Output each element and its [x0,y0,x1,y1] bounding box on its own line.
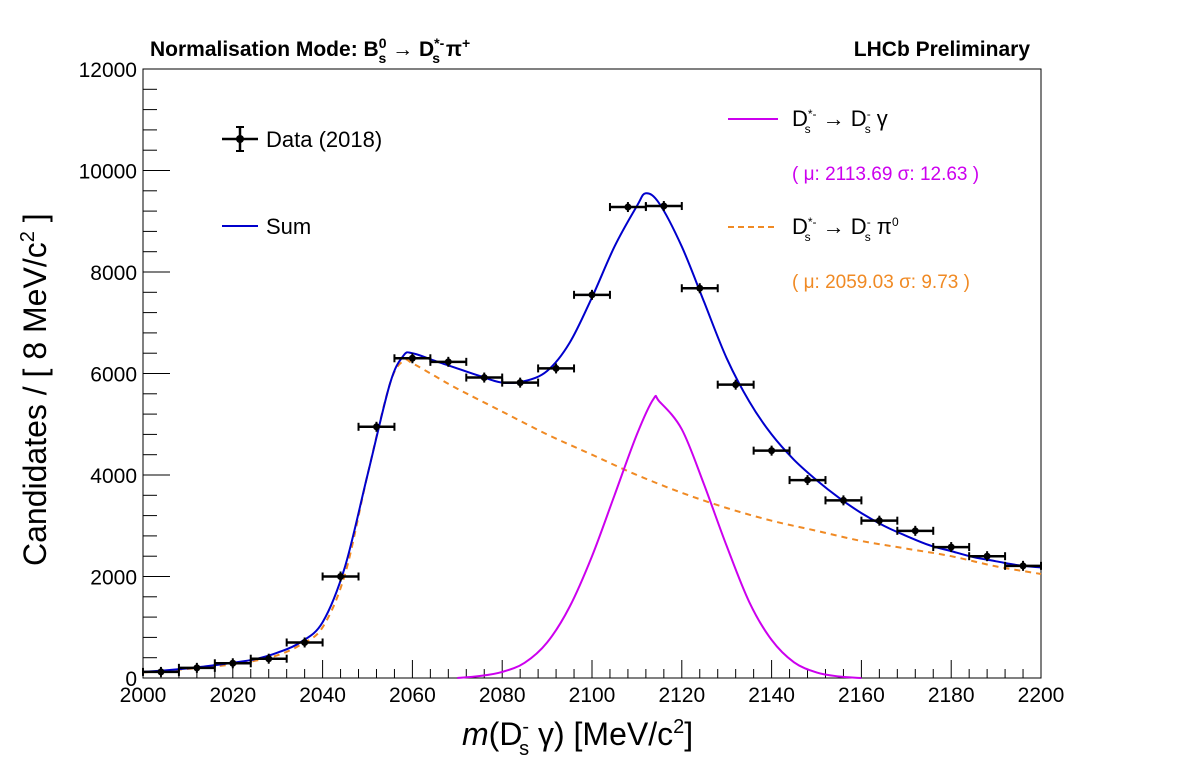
y-tick-label: 6000 [90,364,137,387]
x-tick-label: 2200 [1018,684,1065,707]
y-tick-label: 12000 [79,59,137,82]
data-point [285,637,324,648]
data-point [680,283,719,294]
x-tick-label: 2000 [120,684,167,707]
background-params: ( μ: 2059.03 σ: 9.73 ) [792,272,970,293]
plot-frame [142,68,1042,679]
background-curve [142,358,1042,674]
data-point [321,571,360,582]
legend-signal: D*-s → D-s γ ( μ: 2113.69 σ: 12.63 ) [728,106,979,185]
x-tick-label: 2140 [748,684,795,707]
x-tick-label: 2180 [928,684,975,707]
legend-background: D*-s → D-s π0 ( μ: 2059.03 σ: 9.73 ) [728,214,970,293]
legend-sum: Sum [222,214,311,239]
svg-text:D*-s → D-s γ: D*-s → D-s γ [792,106,888,136]
data-point [213,658,252,669]
data-point [644,201,683,212]
y-tick-label: 0 [125,668,137,691]
data-point [177,662,216,673]
data-point [501,377,540,388]
x-tick-label: 2020 [209,684,256,707]
svg-text:Data (2018): Data (2018) [266,127,382,152]
data-point [249,653,288,664]
signal-curve [457,394,862,679]
data-point [788,475,827,486]
data-point [1004,560,1042,571]
axes: 2000 2020 2040 2060 2080 2100 2120 2140 2160 2180… [79,59,1065,707]
data-point [357,421,396,432]
x-tick-label: 2160 [838,684,885,707]
y-axis-label: Candidates / [ 8 MeV/c2 ] [17,213,53,566]
data-points [142,201,1042,677]
data-point [860,515,899,526]
x-tick-label: 2100 [569,684,616,707]
data-point [968,551,1007,562]
data-point [896,525,935,536]
x-tick-label: 2060 [389,684,436,707]
data-point [752,445,791,456]
sum-curve [142,192,1042,673]
data-point [932,542,971,553]
signal-params: ( μ: 2113.69 σ: 12.63 ) [792,164,979,185]
data-point [537,363,576,374]
x-tick-label: 2040 [299,684,346,707]
svg-text:Sum: Sum [266,214,311,239]
y-tick-label: 2000 [90,567,137,590]
data-point [716,379,755,390]
x-axis-label: m(D-s γ) [MeV/c2] [462,716,693,760]
x-tick-label: 2080 [479,684,526,707]
data-point [142,666,180,677]
svg-text:D*-s → D-s π0: D*-s → D-s π0 [792,214,899,244]
experiment-label: LHCb Preliminary [854,38,1031,61]
legend-data: Data (2018) [222,126,382,152]
data-point [429,356,468,367]
y-tick-label: 4000 [90,465,137,488]
chart-title: Normalisation Mode: B0 s → D*-s π+ [150,35,470,66]
data-point [824,495,863,506]
x-tick-label: 2120 [658,684,705,707]
y-tick-label: 8000 [90,262,137,285]
data-point [573,289,611,300]
y-tick-label: 10000 [79,161,137,184]
curves [142,192,1042,679]
data-point [608,202,647,213]
